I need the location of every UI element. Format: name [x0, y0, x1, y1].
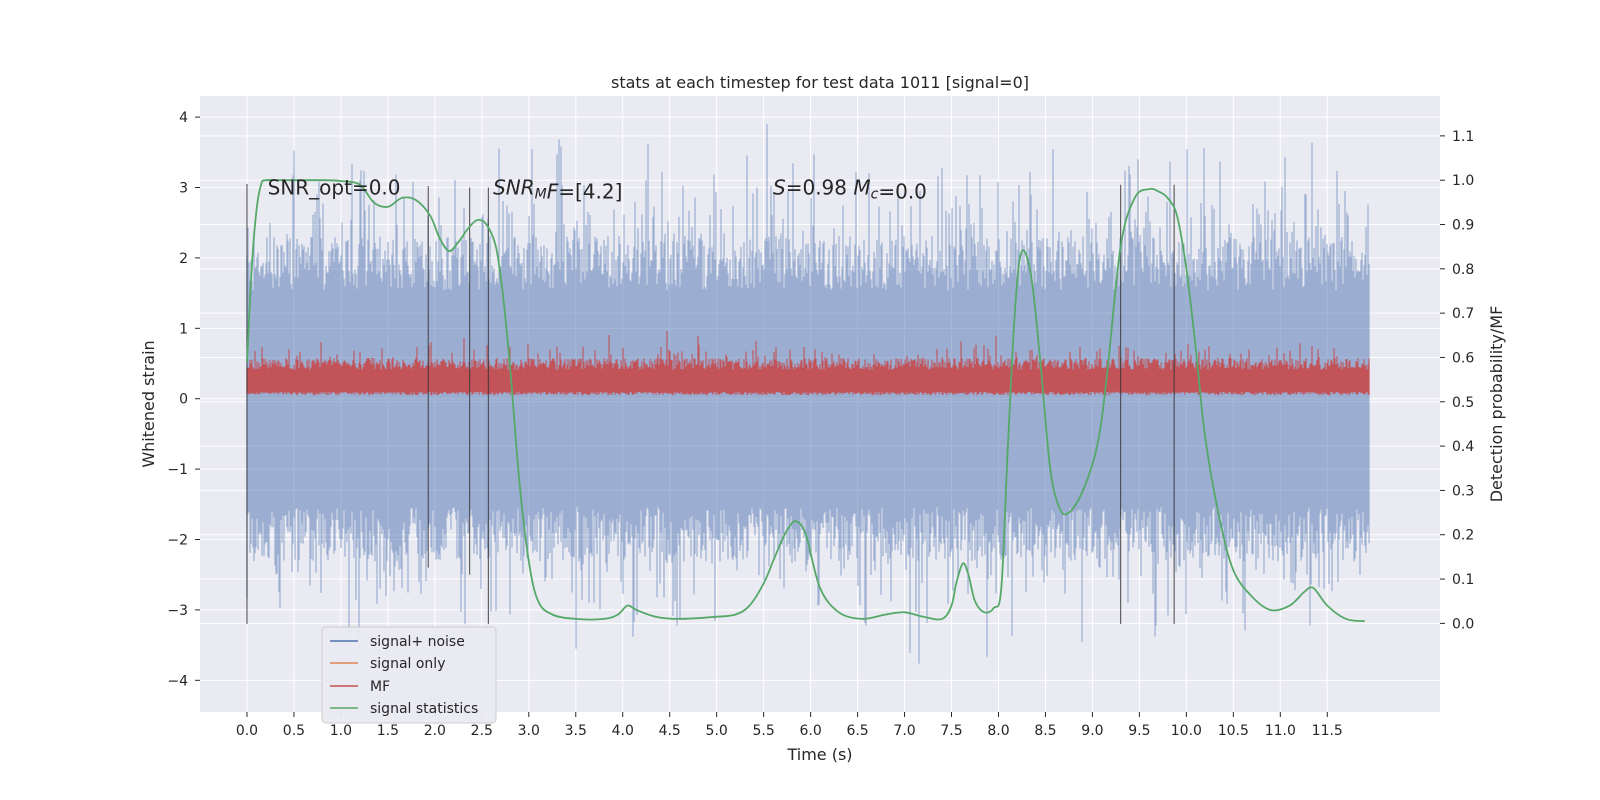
x-tick-label: 7.5 — [940, 723, 962, 739]
x-tick-label: 6.0 — [799, 723, 821, 739]
y2-tick-label: 0.9 — [1452, 218, 1474, 234]
y2-tick-label: 0.3 — [1452, 483, 1474, 499]
x-tick-label: 11.0 — [1265, 723, 1296, 739]
x-axis-label: Time (s) — [786, 745, 852, 764]
y-tick-label: −1 — [167, 462, 188, 478]
y2-axis-label: Detection probability/MF — [1487, 306, 1506, 503]
x-tick-label: 8.5 — [1034, 723, 1056, 739]
x-tick-label: 0.5 — [283, 723, 305, 739]
y-tick-label: −3 — [167, 603, 188, 619]
legend-box — [321, 626, 497, 724]
x-tick-label: 3.5 — [565, 723, 587, 739]
x-tick-label: 7.0 — [893, 723, 915, 739]
series-signal-statistics — [246, 178, 1365, 623]
y2-tick-label: 0.6 — [1452, 350, 1474, 366]
x-tick-label: 10.5 — [1218, 723, 1249, 739]
chart-title: stats at each timestep for test data 101… — [611, 73, 1029, 92]
annotation-text: S=0.98 Mc=0.0 — [773, 176, 927, 204]
x-tick-label: 5.5 — [753, 723, 775, 739]
y-axis-ticks: 4 3 2 1 0 −1 −2 −3 −4 — [167, 110, 200, 689]
y-axis-label: Whitened strain — [139, 340, 158, 467]
plot-area — [246, 124, 1370, 664]
x-tick-label: 3.0 — [518, 723, 540, 739]
legend-label-signal-only: signal only — [370, 656, 445, 672]
x-tick-label: 6.5 — [846, 723, 868, 739]
annotation-text: SNR_opt=0.0 — [268, 176, 401, 200]
x-tick-label: 2.0 — [424, 723, 446, 739]
y2-tick-label: 0.7 — [1452, 306, 1474, 322]
y-tick-label: 0 — [179, 392, 188, 408]
legend-label-signal-statistics: signal statistics — [370, 701, 478, 717]
y-tick-label: −4 — [167, 673, 188, 689]
y2-tick-label: 0.8 — [1452, 262, 1474, 278]
y-tick-label: 1 — [179, 321, 188, 337]
y2-tick-label: 0.5 — [1452, 395, 1474, 411]
x-tick-label: 1.5 — [377, 723, 399, 739]
y2-tick-label: 0.2 — [1452, 528, 1474, 544]
y2-axis-ticks: 1.1 1.0 0.9 0.8 0.7 0.6 0.5 0.4 0.3 0.2 0.1 0.0 — [1440, 129, 1474, 632]
y2-tick-label: 1.0 — [1452, 173, 1474, 189]
legend: signal+ noise signal only MF signal stat… — [321, 626, 497, 724]
x-tick-label: 9.5 — [1128, 723, 1150, 739]
y-tick-label: 3 — [179, 181, 188, 197]
x-tick-label: 10.0 — [1171, 723, 1202, 739]
vertical-markers — [246, 184, 1175, 624]
y-tick-label: −2 — [167, 533, 188, 549]
x-tick-label: 1.0 — [330, 723, 352, 739]
y2-tick-label: 1.1 — [1452, 129, 1474, 145]
annotations: SNR_opt=0.0 SNRMF=[4.2] S=0.98 Mc=0.0 — [268, 176, 927, 204]
x-axis-ticks: 0.0 0.5 1.0 1.5 2.0 2.5 3.0 3.5 4.0 4.5 5.0 5.5 6.0 6… — [236, 712, 1343, 739]
y2-tick-label: 0.4 — [1452, 439, 1474, 455]
x-tick-label: 4.5 — [659, 723, 681, 739]
signal-statistics-line — [246, 178, 1365, 623]
x-tick-label: 8.0 — [987, 723, 1009, 739]
x-tick-label: 5.0 — [706, 723, 728, 739]
y2-tick-label: 0.0 — [1452, 616, 1474, 632]
y2-tick-label: 0.1 — [1452, 572, 1474, 588]
y-tick-label: 2 — [179, 251, 188, 267]
y-tick-label: 4 — [179, 110, 188, 126]
x-tick-label: 11.5 — [1312, 723, 1343, 739]
legend-label-signal-noise: signal+ noise — [370, 634, 465, 650]
x-tick-label: 2.5 — [471, 723, 493, 739]
x-tick-label: 4.0 — [612, 723, 634, 739]
x-tick-label: 9.0 — [1081, 723, 1103, 739]
annotation-text: SNRMF=[4.2] — [493, 176, 622, 204]
x-tick-label: 0.0 — [236, 723, 258, 739]
legend-label-mf: MF — [370, 679, 390, 695]
